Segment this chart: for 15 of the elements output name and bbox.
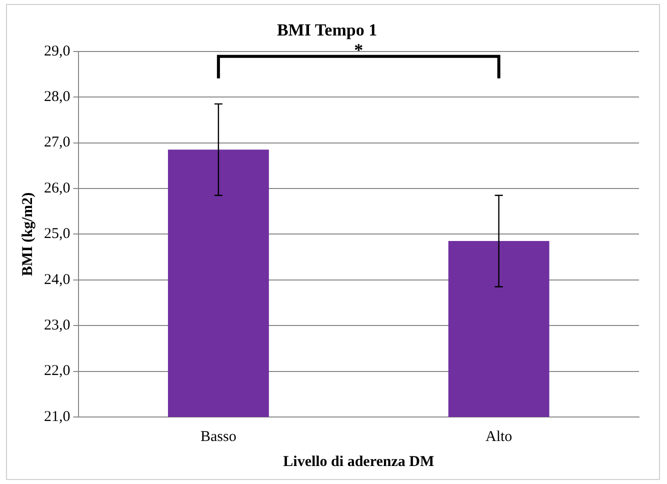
y-tick-label: 25,0: [44, 226, 70, 242]
y-tick-label: 22,0: [44, 363, 70, 380]
y-tick-label: 23,0: [44, 318, 70, 334]
annotation: *: [354, 40, 364, 60]
y-tick-label: 24,0: [44, 272, 70, 288]
y-tick-label: 27,0: [44, 134, 70, 151]
y-tick-label: 21,0: [44, 408, 70, 425]
y-tick-label: 29,0: [44, 43, 70, 60]
x-tick-label: Basso: [200, 428, 236, 445]
y-tick-label: 28,0: [44, 89, 70, 106]
x-axis-title: Livello di aderenza DM: [283, 454, 434, 470]
y-axis-title: BMI (kg/m2): [20, 192, 36, 276]
x-tick-label: Alto: [485, 428, 512, 445]
y-tick-label: 26,0: [44, 180, 70, 196]
chart-title: BMI Tempo 1: [276, 20, 378, 40]
